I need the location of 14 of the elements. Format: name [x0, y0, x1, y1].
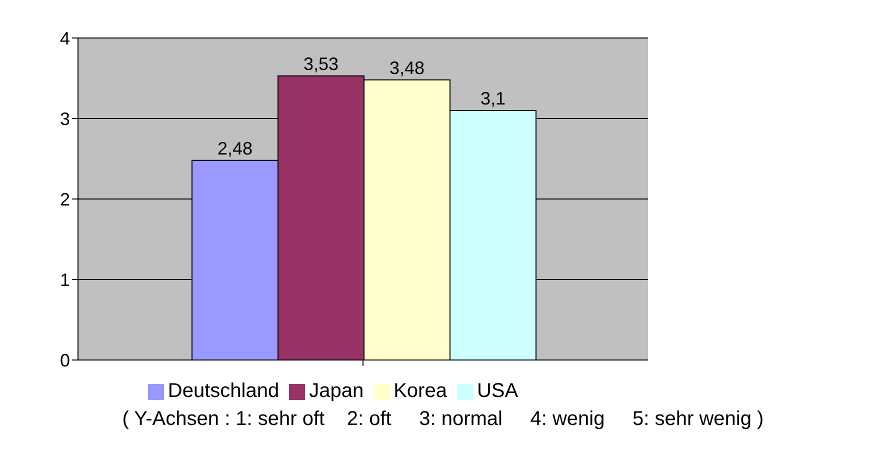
y-tick-label: 3: [60, 108, 70, 129]
y-tick-label: 0: [60, 350, 70, 370]
legend-label: USA: [476, 380, 518, 402]
y-tick-label: 2: [60, 189, 70, 210]
data-label: 3,1: [480, 88, 506, 108]
legend-label: Deutschland: [168, 380, 280, 402]
data-label: 2,48: [217, 138, 253, 158]
text: ( Y-Achsen : 1: sehr oft 2: oft 3: normal 4: wenig 5: sehr wenig ): [121, 408, 765, 431]
y-tick-label: 1: [60, 270, 70, 290]
data-label: 3,48: [389, 58, 425, 78]
y-tick-label: 4: [60, 28, 70, 48]
data-label: 3,53: [303, 54, 339, 74]
legend-label: Japan: [309, 380, 364, 402]
legend-label: Korea: [394, 380, 447, 402]
